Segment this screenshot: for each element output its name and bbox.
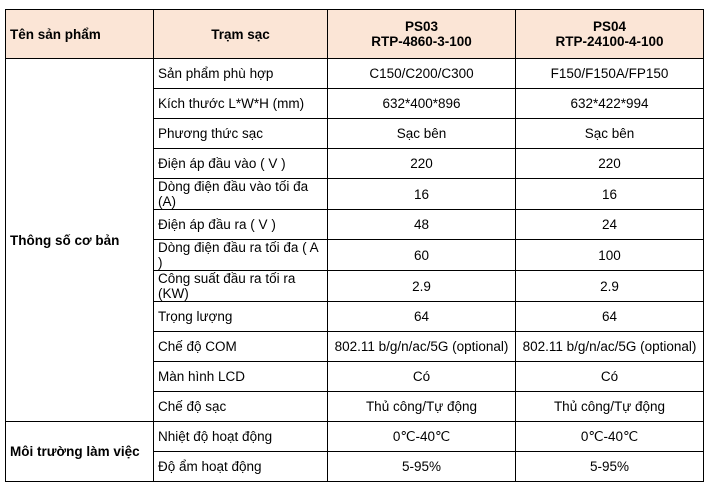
value-cell: Sạc bên bbox=[327, 118, 516, 149]
table-row: Công suất đầu ra tối ra (KW) 2.9 2.9 bbox=[6, 270, 704, 302]
value-cell: Thủ công/Tự động bbox=[515, 391, 704, 422]
value-cell: 100 bbox=[515, 239, 704, 271]
value-cell: 64 bbox=[327, 301, 516, 332]
table-row: Phương thức sạc Sạc bên Sạc bên bbox=[6, 118, 704, 149]
value-cell: 16 bbox=[515, 178, 704, 210]
param-cell: Điện áp đầu vào ( V ) bbox=[153, 148, 328, 179]
header-row: Tên sản phẩm Trạm sạc PS03 RTP-4860-3-10… bbox=[5, 9, 704, 59]
value-cell: 48 bbox=[327, 209, 516, 240]
model-name: PS04 bbox=[592, 19, 627, 34]
param-cell: Dòng điện đầu vào tối đa (A) bbox=[153, 178, 328, 210]
table-row: Chế độ sạc Thủ công/Tự động Thủ công/Tự độ… bbox=[6, 391, 704, 422]
param-cell: Công suất đầu ra tối ra (KW) bbox=[153, 270, 328, 302]
param-cell: Chế độ COM bbox=[153, 331, 328, 362]
model-code: RTP-4860-3-100 bbox=[371, 34, 472, 49]
param-cell: Phương thức sạc bbox=[153, 118, 328, 149]
header-station: Trạm sạc bbox=[153, 9, 328, 59]
value-cell: 2.9 bbox=[515, 270, 704, 302]
table-row: Dòng điện đầu ra tối đa ( A ) 60 100 bbox=[6, 239, 704, 271]
value-cell: 802.11 b/g/n/ac/5G (optional) bbox=[515, 331, 704, 362]
param-cell: Dòng điện đầu ra tối đa ( A ) bbox=[153, 239, 328, 271]
param-cell: Kích thước L*W*H (mm) bbox=[153, 88, 328, 119]
param-cell: Nhiệt độ hoạt động bbox=[153, 421, 328, 452]
table-row: Màn hình LCD Có Có bbox=[6, 361, 704, 392]
value-cell: 5-95% bbox=[327, 451, 516, 482]
value-cell: C150/C200/C300 bbox=[327, 58, 516, 89]
table-row: Môi trường làm việc Nhiệt độ hoạt động 0℃-… bbox=[5, 421, 704, 482]
value-cell: F150/F150A/FP150 bbox=[515, 58, 704, 89]
header-model-ps04: PS04 RTP-24100-4-100 bbox=[515, 9, 704, 59]
model-name: PS03 bbox=[404, 19, 439, 34]
category-cell: Thông số cơ bản bbox=[5, 58, 154, 422]
value-cell: Thủ công/Tự động bbox=[327, 391, 516, 422]
value-cell: 16 bbox=[327, 178, 516, 210]
value-cell: 632*422*994 bbox=[515, 88, 704, 119]
table-row: Độ ẩm hoạt động 5-95% 5-95% bbox=[6, 451, 704, 482]
value-cell: Sạc bên bbox=[515, 118, 704, 149]
spec-table-body: Tên sản phẩm Trạm sạc PS03 RTP-4860-3-10… bbox=[5, 9, 704, 482]
header-product-name: Tên sản phẩm bbox=[5, 9, 154, 59]
value-cell: Có bbox=[327, 361, 516, 392]
param-cell: Điện áp đầu ra ( V ) bbox=[153, 209, 328, 240]
table-row: Trọng lượng 64 64 bbox=[6, 301, 704, 332]
value-cell: 0℃-40℃ bbox=[327, 421, 516, 452]
value-cell: 802.11 b/g/n/ac/5G (optional) bbox=[327, 331, 516, 362]
param-cell: Trọng lượng bbox=[153, 301, 328, 332]
table-row: Thông số cơ bản Sản phẩm phù hợp C150/C200… bbox=[5, 58, 704, 422]
category-cell: Môi trường làm việc bbox=[5, 421, 154, 482]
value-cell: 220 bbox=[515, 148, 704, 179]
param-cell: Độ ẩm hoạt động bbox=[153, 451, 328, 482]
table-row: Kích thước L*W*H (mm) 632*400*896 632*422*… bbox=[6, 88, 704, 119]
spec-table: Tên sản phẩm Trạm sạc PS03 RTP-4860-3-10… bbox=[5, 9, 704, 482]
table-row: Điện áp đầu vào ( V ) 220 220 bbox=[6, 148, 704, 179]
value-cell: 0℃-40℃ bbox=[515, 421, 704, 452]
param-cell: Màn hình LCD bbox=[153, 361, 328, 392]
value-cell: 220 bbox=[327, 148, 516, 179]
value-cell: 24 bbox=[515, 209, 704, 240]
param-cell: Chế độ sạc bbox=[153, 391, 328, 422]
table-row: Dòng điện đầu vào tối đa (A) 16 16 bbox=[6, 178, 704, 210]
value-cell: 60 bbox=[327, 239, 516, 271]
header-model-ps03: PS03 RTP-4860-3-100 bbox=[327, 9, 516, 59]
value-cell: Có bbox=[515, 361, 704, 392]
value-cell: 632*400*896 bbox=[327, 88, 516, 119]
value-cell: 2.9 bbox=[327, 270, 516, 302]
param-cell: Sản phẩm phù hợp bbox=[153, 58, 328, 89]
value-cell: 5-95% bbox=[515, 451, 704, 482]
model-code: RTP-24100-4-100 bbox=[555, 34, 664, 49]
value-cell: 64 bbox=[515, 301, 704, 332]
